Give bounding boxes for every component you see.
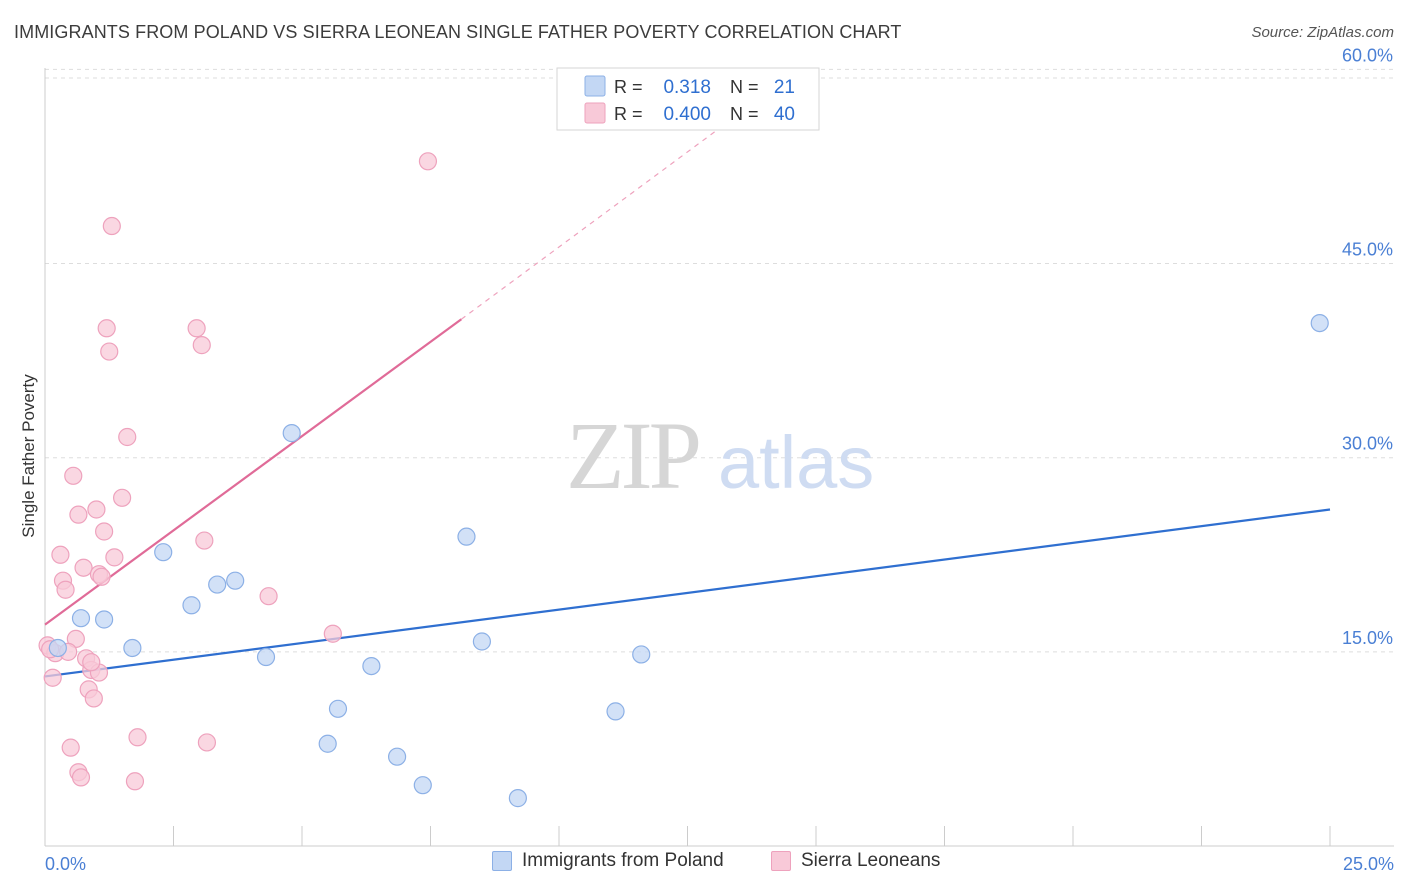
data-point [87,500,106,519]
data-point [472,632,491,651]
data-point [51,545,70,564]
watermark: ZIP atlas [566,402,874,509]
data-point [123,638,142,658]
data-point [418,152,438,171]
data-point [61,738,80,757]
x-tick-label: 0.0% [45,854,86,874]
data-point [95,610,114,629]
data-point [102,216,121,236]
data-point [48,638,67,658]
data-point [413,776,432,795]
x-tick-labels: 0.0% 25.0% [45,854,1394,874]
data-point [328,699,348,718]
data-point [105,548,124,567]
data-point [82,653,101,672]
data-point [195,531,214,550]
watermark-zip: ZIP [566,402,699,509]
source-label: Source: ZipAtlas.com [1251,24,1394,41]
legend-n-value-2: 40 [774,104,795,125]
data-points [38,152,1329,808]
data-point [182,596,201,615]
data-point [112,488,132,507]
gridlines [45,68,1394,653]
data-point [128,728,147,747]
bottom-legend-swatch-sierra [771,851,791,871]
y-tick-label: 45.0% [1342,240,1393,260]
axes [44,68,1394,847]
y-tick-label: 30.0% [1342,434,1393,454]
bottom-legend-label-sierra: Sierra Leoneans [801,850,941,871]
watermark-atlas: atlas [718,421,874,504]
data-point [1310,313,1329,333]
y-tick-label: 15.0% [1342,628,1393,648]
data-point [84,689,103,708]
legend-n-value-1: 21 [774,77,795,98]
data-point [606,702,625,721]
data-point [192,336,211,355]
x-tick-label: 25.0% [1343,854,1394,874]
legend-swatch-poland [584,75,606,97]
data-point [256,647,276,667]
trend-line [44,318,462,626]
data-point [508,789,527,808]
legend-n-label-2: N = [730,104,759,124]
data-point [74,558,93,577]
data-point [97,319,116,338]
data-point [43,668,62,687]
data-point [92,567,111,586]
bottom-legend-item-sierra: Sierra Leoneans [771,850,940,872]
data-point [226,571,245,590]
legend-r-label-2: R = [614,104,643,124]
bottom-legend-swatch-poland [492,851,512,871]
bottom-legend-label-poland: Immigrants from Poland [522,850,724,871]
legend-r-value-1: 0.318 [663,77,711,98]
chart-title: IMMIGRANTS FROM POLAND VS SIERRA LEONEAN… [14,22,902,42]
data-point [118,427,137,447]
legend-swatch-sierra [584,102,606,124]
data-point [323,624,342,643]
trend-line [44,508,1331,678]
data-point [387,747,407,766]
legend: R = 0.318 N = 21 R = 0.400 N = 40 [556,67,820,131]
y-axis-title: Single Father Poverty [19,374,38,538]
data-point [64,466,83,485]
data-point [632,645,651,664]
data-point [282,424,301,443]
data-point [56,580,75,599]
data-point [187,319,206,338]
data-point [259,587,278,606]
y-tick-label: 60.0% [1342,45,1393,65]
data-point [100,342,119,361]
y-tick-labels: 15.0% 30.0% 45.0% 60.0% [1342,45,1393,647]
bottom-legend: Immigrants from Poland Sierra Leoneans [0,850,1406,880]
data-point [362,656,381,676]
data-point [69,505,88,524]
legend-r-label-1: R = [614,77,643,97]
data-point [457,527,476,546]
data-point [154,543,173,562]
bottom-legend-item-poland: Immigrants from Poland [492,850,724,872]
data-point [208,575,227,594]
data-point [71,768,91,787]
legend-n-label-1: N = [730,77,759,97]
data-point [95,522,114,541]
data-point [197,733,217,752]
data-point [125,772,145,791]
data-point [71,609,91,628]
legend-r-value-2: 0.400 [663,104,711,125]
data-point [318,734,337,753]
